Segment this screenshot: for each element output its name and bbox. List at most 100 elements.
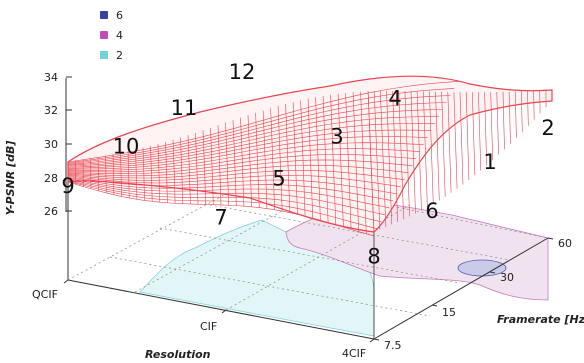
mesh-line [67, 88, 455, 164]
mesh-line [453, 92, 458, 189]
legend: 6 4 2 [100, 9, 123, 62]
mesh-line [373, 91, 381, 230]
mesh-line [232, 120, 237, 206]
z-axis-label: Y-PSNR [dB] [4, 141, 17, 216]
z-tick-30: 30 [44, 138, 58, 151]
mesh-line [67, 129, 432, 169]
mesh-line [490, 92, 493, 161]
mesh-line [392, 90, 398, 222]
mesh-line [67, 177, 394, 202]
mesh-line [67, 179, 382, 223]
mesh-line [386, 90, 393, 225]
x-tick-4cif: 4CIF [342, 347, 366, 360]
mesh-line [67, 154, 417, 174]
mesh-line [67, 170, 405, 181]
x-tick-cif: CIF [200, 320, 217, 333]
mesh-line [360, 91, 367, 234]
point-label-2: 2 [541, 116, 554, 140]
point-label-11: 11 [171, 96, 198, 120]
mesh-line [67, 176, 397, 195]
mesh-line [202, 130, 206, 205]
y-axis: 7.5 15 30 60 Framerate [Hz] [373, 237, 584, 352]
mesh-line [352, 92, 359, 232]
y-tick-30: 30 [500, 271, 514, 284]
point-label-4: 4 [388, 87, 401, 111]
mesh-line [67, 102, 447, 165]
legend-label-2: 2 [116, 49, 123, 62]
mesh-line [285, 103, 291, 213]
mesh-line [187, 135, 191, 205]
z-tick-34: 34 [44, 71, 58, 84]
mesh-line [484, 92, 487, 166]
z-tick-28: 28 [44, 172, 58, 185]
y-tick-15: 15 [442, 306, 456, 319]
mesh-line [67, 174, 401, 188]
surface-layer [67, 75, 553, 237]
mesh-line [67, 181, 375, 237]
legend-label-4: 4 [116, 29, 123, 42]
y-axis-label: Framerate [Hz] [497, 313, 584, 326]
mesh-line [478, 92, 482, 171]
mesh-line [67, 159, 413, 177]
mesh-line [67, 164, 409, 179]
mesh-line [429, 91, 434, 204]
point-label-5: 5 [272, 167, 285, 191]
point-label-1: 1 [483, 150, 496, 174]
mesh-line [398, 90, 404, 220]
mesh-line [255, 112, 260, 208]
mesh-line [67, 179, 386, 216]
mesh-line [521, 91, 523, 132]
mesh-line [322, 95, 329, 223]
mesh-line [508, 91, 511, 144]
mesh-line [225, 122, 229, 206]
mesh-line [67, 180, 378, 230]
z-tick-26: 26 [44, 205, 58, 218]
mesh-line [217, 125, 222, 205]
point-label-10: 10 [113, 135, 140, 159]
mesh-line [67, 136, 428, 170]
contour-6-region [457, 259, 507, 277]
surface-mesh [67, 81, 553, 237]
mesh-line [67, 95, 451, 165]
mesh-line [337, 93, 344, 228]
mesh-line [292, 102, 298, 215]
mesh-line [315, 97, 321, 221]
mesh-line [502, 91, 505, 150]
mesh-line [380, 90, 387, 228]
mesh-line [262, 110, 268, 209]
mesh-line [416, 91, 422, 211]
point-label-9: 9 [61, 174, 74, 198]
mesh-line [459, 92, 464, 185]
mesh-line [472, 92, 476, 176]
point-label-12: 12 [229, 60, 256, 84]
mesh-line [67, 81, 459, 163]
base-frame [67, 178, 549, 340]
mesh-line [527, 90, 529, 126]
mesh-line [423, 91, 428, 208]
z-axis: 26 28 30 32 34 Y-PSNR [dB] [4, 71, 72, 218]
mesh-line [533, 90, 535, 120]
z-tick-32: 32 [44, 104, 58, 117]
legend-swatch-4 [100, 31, 108, 39]
mesh-line [67, 148, 420, 173]
mesh-line [496, 91, 499, 155]
legend-swatch-6 [100, 11, 108, 19]
mesh-line [410, 91, 416, 214]
x-axis-label: Resolution [145, 348, 211, 361]
point-label-8: 8 [367, 244, 380, 268]
mesh-line [67, 109, 443, 166]
mesh-line [404, 90, 410, 217]
mesh-line [465, 92, 470, 181]
mesh-line [67, 178, 390, 209]
mesh-line [307, 98, 314, 219]
mesh-line [67, 116, 440, 167]
mesh-line [210, 127, 214, 205]
x-axis: QCIF CIF 4CIF Resolution [32, 279, 375, 361]
mesh-line [330, 94, 337, 225]
mesh-line [67, 123, 436, 168]
legend-label-6: 6 [116, 9, 123, 22]
point-label-7: 7 [214, 206, 227, 230]
mesh-line [67, 142, 424, 171]
